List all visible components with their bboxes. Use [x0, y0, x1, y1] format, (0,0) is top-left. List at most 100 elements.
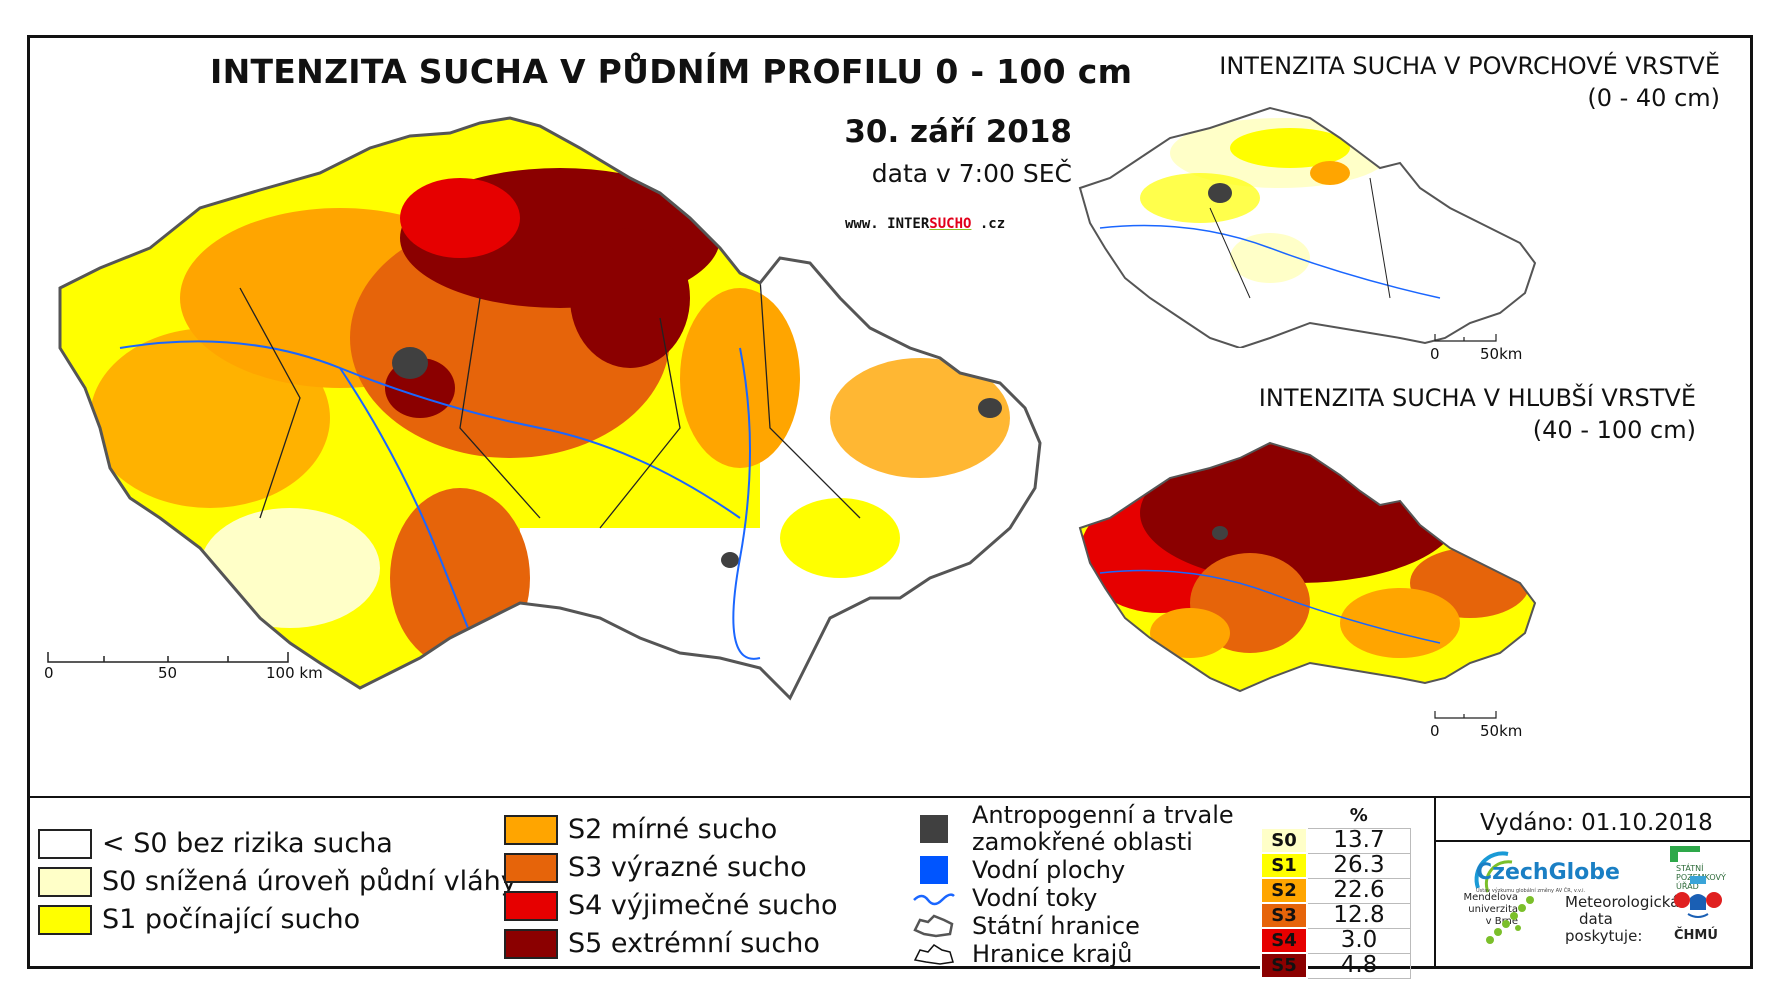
inset-surface-title: INTENZITA SUCHA V POVRCHOVÉ VRSTVĚ (0 - … — [1219, 52, 1720, 112]
legend-class-s1: S1 počínající sucho — [38, 904, 360, 935]
inset-deep-title-line2: (40 - 100 cm) — [1532, 416, 1696, 444]
swatch-s1 — [38, 904, 92, 935]
swatch-s0 — [38, 866, 92, 897]
percent-value-s5: 4.8 — [1306, 952, 1411, 979]
mendel-line3: v Brně — [1485, 916, 1518, 927]
percent-table: % S0 13.7 S1 26.3 S2 22.6 S3 12.8 S4 3.0 — [1260, 803, 1411, 979]
meteo-line3: poskytuje: — [1565, 927, 1643, 945]
scale-tick-100: 100 km — [266, 664, 323, 682]
czechglobe-name: CzechGlobe — [1476, 860, 1620, 885]
map-frame: INTENZITA SUCHA V PŮDNÍM PROFILU 0 - 100… — [27, 35, 1753, 979]
percent-value-s4: 3.0 — [1306, 927, 1411, 954]
spu-mark-icon — [1670, 846, 1700, 862]
legend-class-below-s0: < S0 bez rizika sucha — [38, 828, 393, 859]
issued-date: Vydáno: 01.10.2018 — [1480, 810, 1713, 836]
legend-label-s5: S5 extrémní sucho — [568, 928, 820, 959]
main-scalebar: 0 50 100 km — [44, 650, 323, 690]
website-accent: SUCHO — [929, 216, 972, 232]
chmu-emblem-icon — [1674, 876, 1722, 918]
legend-class-s3: S3 výrazné sucho — [504, 852, 807, 883]
main-drought-map — [58, 116, 1042, 701]
dark-square-icon — [920, 815, 948, 843]
legend-label-s0: S0 snížená úroveň půdní vláhy — [102, 866, 517, 897]
legend-label-s4: S4 výjimečné sucho — [568, 890, 838, 921]
inset-surface-map — [1078, 106, 1537, 348]
inset-deep-map — [1078, 441, 1537, 693]
percent-class-s1: S1 — [1260, 852, 1308, 879]
percent-value-s3: 12.8 — [1306, 902, 1411, 929]
czechglobe-arc-icon — [1474, 851, 1513, 893]
map-area: INTENZITA SUCHA V PŮDNÍM PROFILU 0 - 100… — [30, 38, 1750, 796]
percent-value-s0: 13.7 — [1306, 827, 1411, 854]
data-time: data v 7:00 SEČ — [871, 159, 1072, 188]
legend-label-state-border: Státní hranice — [972, 911, 1140, 940]
inset-deep-title: INTENZITA SUCHA V HLUBŠÍ VRSTVĚ (40 - 10… — [1259, 384, 1696, 444]
scalebar-line — [47, 652, 289, 663]
mendel-dots-icon — [1486, 896, 1534, 944]
region-border-icon — [913, 944, 954, 965]
percent-row-s4: S4 3.0 — [1260, 927, 1411, 954]
legend-label-s3: S3 výrazné sucho — [568, 852, 807, 883]
website-suffix: .cz — [971, 216, 1006, 232]
percent-value-s1: 26.3 — [1306, 852, 1411, 879]
legend-label-region-border: Hranice krajů — [972, 939, 1133, 968]
logos-separator — [1434, 840, 1750, 842]
blue-square-icon — [920, 856, 948, 884]
website-link[interactable]: www. INTERSUCHO .cz — [845, 216, 1005, 232]
legend-class-s0: S0 snížená úroveň půdní vláhy — [38, 866, 517, 897]
swatch-below-s0 — [38, 828, 92, 859]
inset-surface-scalebar: 0 50km — [1430, 333, 1550, 363]
mendel-line1: Mendelova — [1463, 892, 1518, 903]
spu-line3: ÚŘAD — [1676, 882, 1699, 891]
percent-class-s4: S4 — [1260, 927, 1308, 954]
czechglobe-subtitle: Ústav výzkumu globální změny AV ČR, v.v.… — [1476, 888, 1586, 894]
inset-deep-scalebar: 0 50km — [1430, 710, 1550, 740]
inset-surface-scalebar-line — [1434, 334, 1497, 342]
legend-symbol-state-border: Státní hranice — [912, 912, 1140, 940]
percent-row-s2: S2 22.6 — [1260, 877, 1411, 904]
state-border-icon — [913, 914, 954, 938]
legend-label-water-bodies: Vodní plochy — [972, 855, 1126, 884]
chmu-name: ČHMÚ — [1674, 928, 1718, 943]
percent-class-s2: S2 — [1260, 877, 1308, 904]
percent-row-s3: S3 12.8 — [1260, 902, 1411, 929]
percent-header-empty — [1261, 803, 1307, 828]
percent-row-s1: S1 26.3 — [1260, 852, 1411, 879]
swatch-s5 — [504, 928, 558, 959]
meteo-text: Meteorologická data poskytuje: — [1565, 894, 1679, 945]
inset-deep-scale-50: 50km — [1480, 722, 1523, 740]
percent-table-header: % — [1261, 803, 1411, 828]
mendel-text: Mendelova univerzita v Brně — [1458, 892, 1518, 928]
percent-value-s2: 22.6 — [1306, 877, 1411, 904]
inset-surface-title-line2: (0 - 40 cm) — [1587, 84, 1720, 112]
legend-label-anthropogenic-line2: zamokřené oblasti — [972, 828, 1193, 856]
swatch-s2 — [504, 814, 558, 845]
percent-header: % — [1349, 804, 1368, 826]
legend-label-anthropogenic: Antropogenní a trvale zamokřené oblasti — [972, 802, 1234, 856]
meteo-line1: Meteorologická — [1565, 893, 1680, 911]
inset-deep-scalebar-line — [1434, 711, 1497, 719]
map-date: 30. září 2018 — [844, 114, 1072, 150]
legend-symbol-region-border: Hranice krajů — [912, 940, 1132, 968]
percent-row-s0: S0 13.7 — [1260, 827, 1411, 854]
main-map-title: INTENZITA SUCHA V PŮDNÍM PROFILU 0 - 100… — [210, 52, 1133, 91]
legend-label-rivers: Vodní toky — [972, 883, 1098, 912]
meteo-credit: Meteorologická data poskytuje: — [1565, 894, 1679, 945]
meteo-line2: data — [1579, 910, 1613, 928]
percent-class-s5: S5 — [1260, 952, 1308, 979]
legend-divider — [1434, 798, 1436, 968]
inset-deep-title-line1: INTENZITA SUCHA V HLUBŠÍ VRSTVĚ — [1258, 384, 1696, 412]
swatch-s3 — [504, 852, 558, 883]
scale-tick-50: 50 — [158, 664, 178, 682]
website-prefix: www. INTER — [845, 216, 930, 232]
legend-label-anthropogenic-line1: Antropogenní a trvale — [972, 801, 1234, 829]
percent-class-s3: S3 — [1260, 902, 1308, 929]
legend-class-s4: S4 výjimečné sucho — [504, 890, 838, 921]
legend-band: < S0 bez rizika sucha S0 snížená úroveň … — [30, 796, 1750, 979]
percent-row-s5: S5 4.8 — [1260, 952, 1411, 979]
inset-deep-scale-0: 0 — [1430, 722, 1440, 740]
mendel-line2: univerzita — [1468, 904, 1518, 915]
inset-surface-scale-0: 0 — [1430, 345, 1440, 363]
percent-class-s0: S0 — [1260, 827, 1308, 854]
legend-class-s2: S2 mírné sucho — [504, 814, 777, 845]
